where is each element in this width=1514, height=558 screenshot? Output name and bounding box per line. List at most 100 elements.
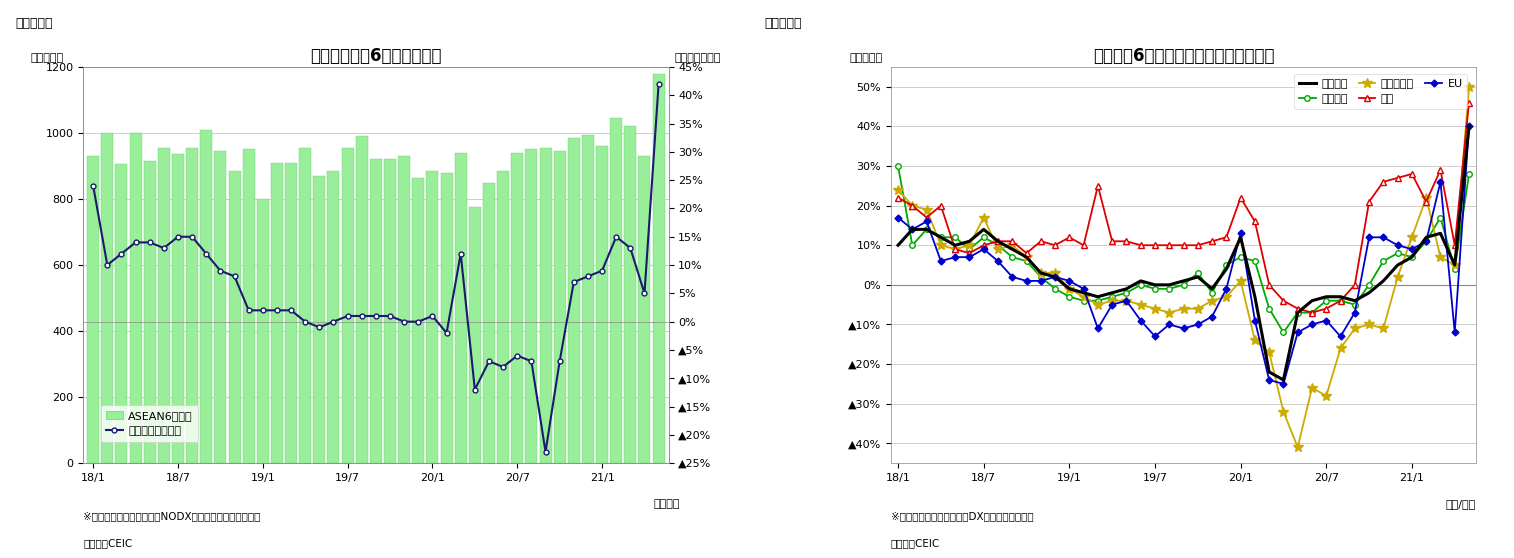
Line: 北米: 北米 xyxy=(895,100,1472,315)
東アジア xyxy=(1317,297,1335,304)
Bar xyxy=(313,176,326,463)
Bar xyxy=(497,171,509,463)
Bar xyxy=(300,148,312,463)
輸出全体 xyxy=(1004,246,1022,253)
輸出全体 xyxy=(917,226,936,233)
東アジア xyxy=(1403,254,1422,261)
東アジア xyxy=(1075,297,1093,304)
北米 xyxy=(1346,281,1364,288)
北米 xyxy=(1304,309,1322,316)
Legend: ASEAN6ヵ国計, 増加率（右目盛）: ASEAN6ヵ国計, 増加率（右目盛） xyxy=(100,405,198,442)
北米 xyxy=(1089,182,1107,189)
北米 xyxy=(946,246,964,253)
北米 xyxy=(1431,167,1449,174)
EU xyxy=(1017,277,1036,284)
東南アジア xyxy=(1246,337,1264,344)
東アジア xyxy=(1388,250,1407,257)
東南アジア xyxy=(1360,321,1378,328)
輸出全体 xyxy=(1089,294,1107,300)
輸出全体 xyxy=(1431,230,1449,237)
東南アジア xyxy=(917,206,936,213)
EU xyxy=(1089,325,1107,332)
東南アジア xyxy=(1317,392,1335,399)
EU xyxy=(960,254,978,261)
東アジア xyxy=(1331,297,1349,304)
東アジア xyxy=(1146,286,1164,292)
輸出全体 xyxy=(1304,297,1322,304)
東アジア xyxy=(1060,294,1078,300)
東南アジア xyxy=(1060,286,1078,292)
北米 xyxy=(1160,242,1178,249)
EU xyxy=(1031,277,1049,284)
輸出全体 xyxy=(1246,294,1264,300)
北米 xyxy=(1217,234,1235,240)
Line: 東アジア: 東アジア xyxy=(895,163,1472,335)
Bar xyxy=(441,172,453,463)
Bar xyxy=(285,163,297,463)
東アジア xyxy=(946,234,964,240)
輸出全体 xyxy=(1331,294,1349,300)
Legend: 輸出全体, 東アジア, 東南アジア, 北米, EU: 輸出全体, 東アジア, 東南アジア, 北米, EU xyxy=(1294,74,1467,109)
東南アジア xyxy=(1031,270,1049,276)
Bar xyxy=(257,199,269,463)
Bar xyxy=(200,129,212,463)
輸出全体 xyxy=(1075,290,1093,296)
北米 xyxy=(1260,281,1278,288)
輸出全体 xyxy=(1288,309,1307,316)
EU xyxy=(1459,123,1478,129)
東アジア xyxy=(1004,254,1022,261)
輸出全体 xyxy=(1060,286,1078,292)
北米 xyxy=(1275,297,1293,304)
東南アジア xyxy=(1431,254,1449,261)
EU xyxy=(1231,230,1249,237)
輸出全体 xyxy=(1231,234,1249,240)
北米 xyxy=(931,202,949,209)
北米 xyxy=(1459,99,1478,106)
東南アジア xyxy=(904,202,922,209)
Bar xyxy=(115,165,127,463)
EU xyxy=(1331,333,1349,340)
Bar xyxy=(525,150,537,463)
Title: アセアン主要6カ国の輸出額: アセアン主要6カ国の輸出額 xyxy=(310,47,442,65)
北米 xyxy=(1446,242,1464,249)
東南アジア xyxy=(1117,297,1136,304)
Bar xyxy=(385,160,397,463)
EU xyxy=(1388,242,1407,249)
北米 xyxy=(1060,234,1078,240)
輸出全体 xyxy=(1117,286,1136,292)
EU xyxy=(1146,333,1164,340)
東南アジア xyxy=(1304,384,1322,391)
輸出全体 xyxy=(1346,297,1364,304)
EU xyxy=(1260,377,1278,383)
北米 xyxy=(1246,218,1264,225)
輸出全体 xyxy=(1317,294,1335,300)
北米 xyxy=(1104,238,1122,244)
東アジア xyxy=(1246,258,1264,264)
東アジア xyxy=(1431,214,1449,221)
Bar xyxy=(412,177,424,463)
EU xyxy=(1188,321,1207,328)
Bar xyxy=(539,148,551,463)
Text: （年/月）: （年/月） xyxy=(1446,499,1476,509)
輸出全体 xyxy=(1217,266,1235,272)
北米 xyxy=(1375,179,1393,185)
EU xyxy=(946,254,964,261)
東アジア xyxy=(1188,270,1207,276)
Bar xyxy=(101,133,114,463)
東南アジア xyxy=(1260,349,1278,355)
輸出全体 xyxy=(931,234,949,240)
輸出全体 xyxy=(1388,262,1407,268)
Text: （前年比）: （前年比） xyxy=(849,53,883,63)
北米 xyxy=(1204,238,1222,244)
Text: （年月）: （年月） xyxy=(654,499,680,509)
Bar xyxy=(215,151,227,463)
東南アジア xyxy=(1188,305,1207,312)
EU xyxy=(917,218,936,225)
北米 xyxy=(1017,250,1036,257)
北米 xyxy=(1004,238,1022,244)
東南アジア xyxy=(1160,309,1178,316)
北米 xyxy=(960,250,978,257)
北米 xyxy=(1360,198,1378,205)
東南アジア xyxy=(1004,242,1022,249)
東アジア xyxy=(1089,297,1107,304)
